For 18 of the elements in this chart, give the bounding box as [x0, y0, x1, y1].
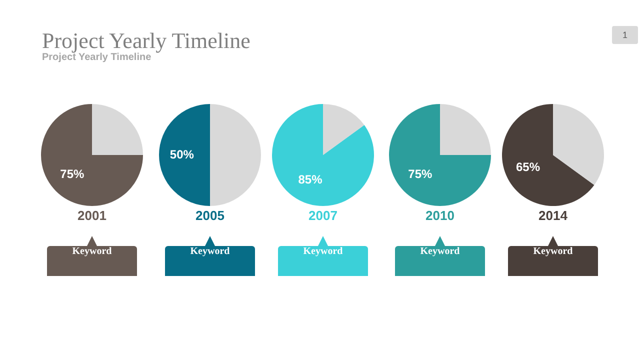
- text: 2001: [76, 208, 108, 223]
- data-label: 75%: [60, 167, 84, 182]
- data-label: 75%: [408, 167, 432, 182]
- text: Keyword: [278, 246, 368, 276]
- data-label: 85%: [298, 172, 323, 186]
- data-label: 65%: [516, 160, 540, 174]
- text: 2014: [538, 208, 568, 223]
- text: 2010: [424, 208, 456, 223]
- text: 2007: [308, 208, 338, 223]
- chart-title: Project Yearly Timeline: [42, 28, 250, 53]
- text: 1: [612, 26, 638, 44]
- text: Keyword: [508, 246, 598, 276]
- text: Keyword: [165, 246, 255, 276]
- data-label: 50%: [170, 147, 194, 162]
- text: Keyword: [395, 246, 485, 276]
- text: 2005: [194, 208, 226, 223]
- text: Keyword: [47, 246, 137, 276]
- chart-subtitle: Project Yearly Timeline: [42, 52, 152, 63]
